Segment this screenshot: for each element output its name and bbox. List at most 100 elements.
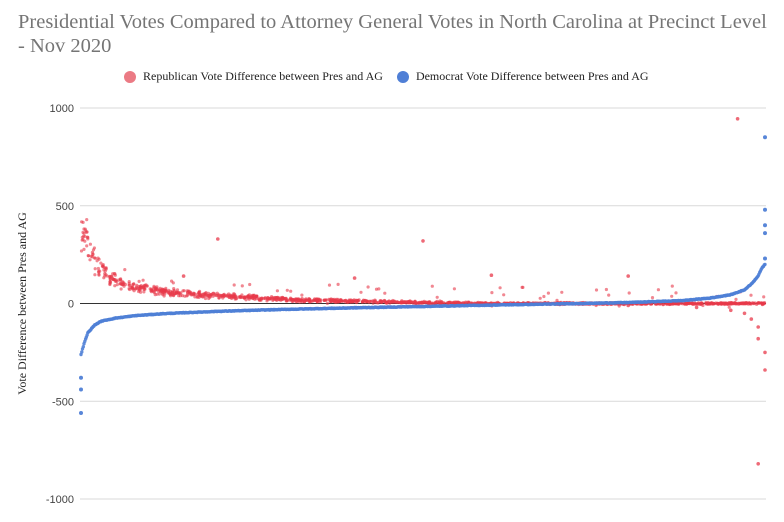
republican-point: [542, 294, 546, 299]
republican-point: [421, 239, 425, 243]
republican-point: [285, 288, 289, 292]
republican-point: [135, 283, 139, 287]
republican-point: [86, 237, 90, 241]
republican-point: [238, 295, 242, 299]
republican-point: [181, 289, 185, 293]
republican-point: [272, 296, 276, 300]
republican-point: [442, 301, 446, 305]
republican-point: [734, 297, 738, 301]
republican-point: [617, 304, 621, 308]
republican-point: [408, 301, 412, 305]
republican-point: [383, 291, 387, 295]
republican-point: [113, 272, 117, 276]
republican-point: [123, 268, 127, 272]
republican-point: [263, 296, 267, 300]
democrat-point: [80, 350, 84, 354]
republican-point: [422, 299, 426, 303]
republican-point: [154, 288, 158, 292]
republican-point: [289, 289, 293, 293]
republican-point: [206, 294, 210, 298]
republican-point: [157, 292, 161, 296]
republican-point: [438, 299, 442, 303]
republican-point: [115, 283, 119, 287]
republican-point: [347, 299, 352, 304]
y-tick-label: -1000: [46, 494, 74, 506]
republican-point: [98, 269, 102, 273]
republican-point: [661, 302, 666, 307]
republican-point: [699, 301, 704, 305]
republican-point: [171, 293, 175, 297]
republican-point: [694, 305, 699, 310]
republican-point: [185, 294, 189, 298]
republican-point: [96, 266, 100, 271]
republican-point: [284, 299, 288, 303]
republican-point: [372, 299, 376, 303]
republican-point: [102, 276, 106, 280]
republican-point: [150, 288, 154, 292]
republican-point: [223, 294, 227, 298]
republican-point: [674, 291, 678, 295]
republican-point: [187, 289, 191, 293]
republican-point: [85, 218, 89, 222]
republican-point: [327, 297, 331, 301]
republican-point: [538, 296, 542, 300]
republican-point: [108, 282, 112, 287]
republican-point: [281, 296, 286, 300]
republican-point: [675, 302, 680, 306]
republican-point: [299, 298, 303, 302]
y-axis-label: Vote Difference between Pres and AG: [15, 212, 29, 395]
y-tick-label: 1000: [50, 103, 74, 115]
democrat-point: [763, 231, 767, 236]
republican-point: [707, 302, 711, 306]
republican-series: [79, 117, 767, 466]
republican-point: [101, 263, 105, 267]
republican-point: [366, 285, 370, 289]
republican-point: [80, 220, 84, 224]
republican-point: [178, 294, 182, 298]
chart-title: Presidential Votes Compared to Attorney …: [18, 11, 767, 57]
republican-point: [756, 336, 760, 341]
republican-point: [489, 273, 494, 278]
republican-point: [141, 278, 145, 282]
republican-point: [433, 301, 437, 305]
republican-point: [170, 279, 174, 283]
republican-point: [351, 300, 355, 304]
republican-point: [729, 308, 733, 313]
republican-point: [231, 295, 235, 299]
republican-point: [304, 297, 308, 301]
republican-point: [175, 288, 180, 292]
y-tick-label: 0: [68, 299, 74, 311]
republican-point: [108, 279, 112, 284]
republican-point: [670, 294, 674, 298]
republican-point: [84, 230, 88, 234]
republican-point: [137, 279, 141, 283]
republican-point: [80, 238, 84, 242]
republican-point: [413, 299, 417, 303]
republican-point: [247, 293, 251, 297]
democrat-point: [763, 256, 767, 261]
republican-point: [244, 298, 248, 302]
republican-point: [130, 286, 134, 290]
republican-point: [307, 297, 311, 301]
republican-point: [233, 295, 237, 299]
republican-point: [360, 300, 364, 304]
republican-point: [93, 273, 97, 277]
republican-point: [735, 117, 740, 121]
legend-label-republican: Republican Vote Difference between Pres …: [143, 69, 383, 83]
republican-point: [260, 296, 264, 300]
legend: Republican Vote Difference between Pres …: [124, 69, 663, 84]
republican-point: [741, 302, 745, 306]
republican-point: [99, 261, 103, 265]
republican-point: [189, 293, 193, 297]
republican-point: [219, 295, 223, 299]
republican-point: [153, 293, 157, 297]
republican-point: [693, 301, 697, 305]
republican-point: [102, 268, 106, 272]
republican-point: [727, 305, 731, 309]
republican-point: [546, 291, 551, 295]
republican-point: [257, 296, 261, 300]
republican-point: [152, 284, 156, 288]
republican-point: [375, 300, 380, 305]
republican-point: [313, 298, 317, 302]
